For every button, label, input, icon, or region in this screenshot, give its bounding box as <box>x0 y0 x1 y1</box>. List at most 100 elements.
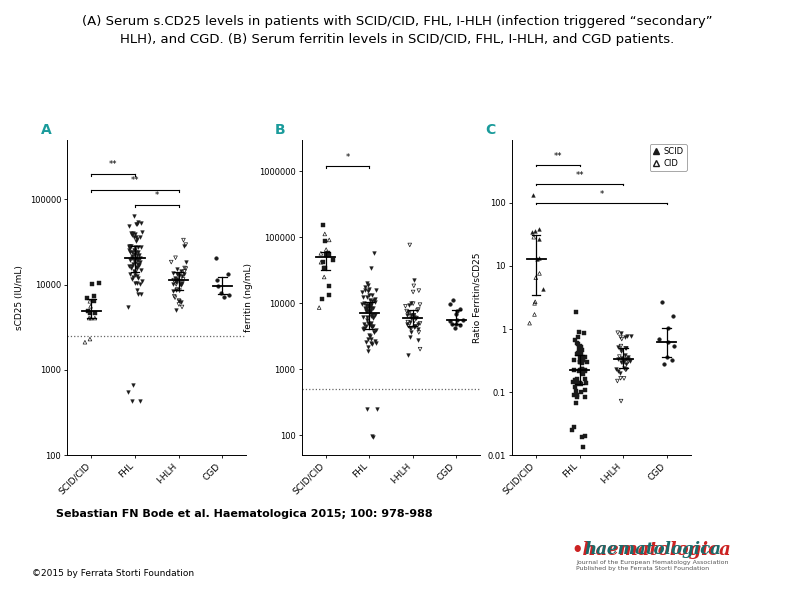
Point <box>82 306 94 316</box>
Point <box>368 295 380 305</box>
Point <box>611 328 624 337</box>
Point <box>611 376 624 386</box>
Point <box>85 314 98 323</box>
Point <box>567 377 580 386</box>
Point <box>573 357 586 367</box>
Point <box>407 287 419 297</box>
Point <box>449 309 462 319</box>
Point <box>361 300 374 310</box>
Point <box>124 242 137 251</box>
Point <box>409 321 422 330</box>
Point <box>526 227 538 237</box>
Point <box>619 343 632 353</box>
Point <box>623 356 636 365</box>
Point <box>570 375 583 384</box>
Point <box>445 319 458 328</box>
Point <box>133 261 145 270</box>
Point <box>359 286 372 295</box>
Point <box>171 274 183 284</box>
Point <box>124 247 137 256</box>
Point <box>619 332 631 342</box>
Point <box>575 357 588 367</box>
Point <box>611 366 624 375</box>
Point <box>407 275 420 284</box>
Point <box>366 310 379 320</box>
Point <box>576 369 589 379</box>
Point <box>401 350 414 360</box>
Point <box>132 260 145 270</box>
Point <box>129 229 141 239</box>
Point <box>580 378 592 387</box>
Text: Journal of the European Hematology Association
Published by the Ferrata Storti F: Journal of the European Hematology Assoc… <box>576 560 729 571</box>
Point <box>125 397 138 406</box>
Point <box>358 298 371 308</box>
Point <box>408 316 421 325</box>
Point <box>175 298 188 307</box>
Point <box>364 301 376 311</box>
Point <box>364 320 376 329</box>
Point <box>131 255 144 265</box>
Point <box>92 278 105 287</box>
Point <box>404 333 417 342</box>
Point <box>620 360 633 369</box>
Point <box>526 190 539 199</box>
Point <box>569 308 582 317</box>
Y-axis label: ferritin (ng/mL): ferritin (ng/mL) <box>245 263 253 332</box>
Point <box>174 280 187 289</box>
Point <box>170 277 183 286</box>
Point <box>447 296 460 305</box>
Point <box>124 255 137 265</box>
Point <box>129 278 142 287</box>
Point <box>363 290 376 299</box>
Point <box>136 227 148 237</box>
Point <box>173 286 186 295</box>
Point <box>173 271 186 281</box>
Point <box>404 323 417 333</box>
Point <box>130 271 143 281</box>
Point <box>401 320 414 329</box>
Point <box>178 267 191 276</box>
Point <box>126 381 139 390</box>
Point <box>615 345 627 355</box>
Point <box>134 253 147 263</box>
Point <box>574 351 587 361</box>
Y-axis label: sCD25 (IU/mL): sCD25 (IU/mL) <box>15 265 24 330</box>
Text: A: A <box>40 123 52 137</box>
Point <box>571 379 584 389</box>
Point <box>131 274 144 283</box>
Point <box>618 356 630 366</box>
Point <box>366 431 379 440</box>
Point <box>571 340 584 349</box>
Point <box>571 338 584 347</box>
Point <box>568 365 580 374</box>
Point <box>123 243 136 252</box>
Point <box>621 331 634 341</box>
Point <box>364 264 377 273</box>
Point <box>360 404 373 414</box>
Text: *: * <box>155 191 159 201</box>
Point <box>361 342 374 351</box>
Point <box>360 306 372 316</box>
Point <box>666 311 679 321</box>
Point <box>318 263 330 273</box>
Point <box>129 219 142 228</box>
Point <box>665 355 678 364</box>
Point <box>611 354 624 364</box>
Point <box>573 352 586 361</box>
Point <box>360 303 373 313</box>
Point <box>223 290 236 299</box>
Point <box>320 245 333 254</box>
Point <box>576 442 589 452</box>
Point <box>360 305 372 314</box>
Point <box>454 305 467 314</box>
Point <box>179 264 192 273</box>
Text: **: ** <box>576 171 584 180</box>
Point <box>360 337 372 346</box>
Point <box>129 258 141 268</box>
Point <box>401 310 414 320</box>
Point <box>128 232 141 242</box>
Point <box>360 300 373 310</box>
Point <box>358 325 371 334</box>
Point <box>364 311 377 320</box>
Point <box>615 328 627 337</box>
